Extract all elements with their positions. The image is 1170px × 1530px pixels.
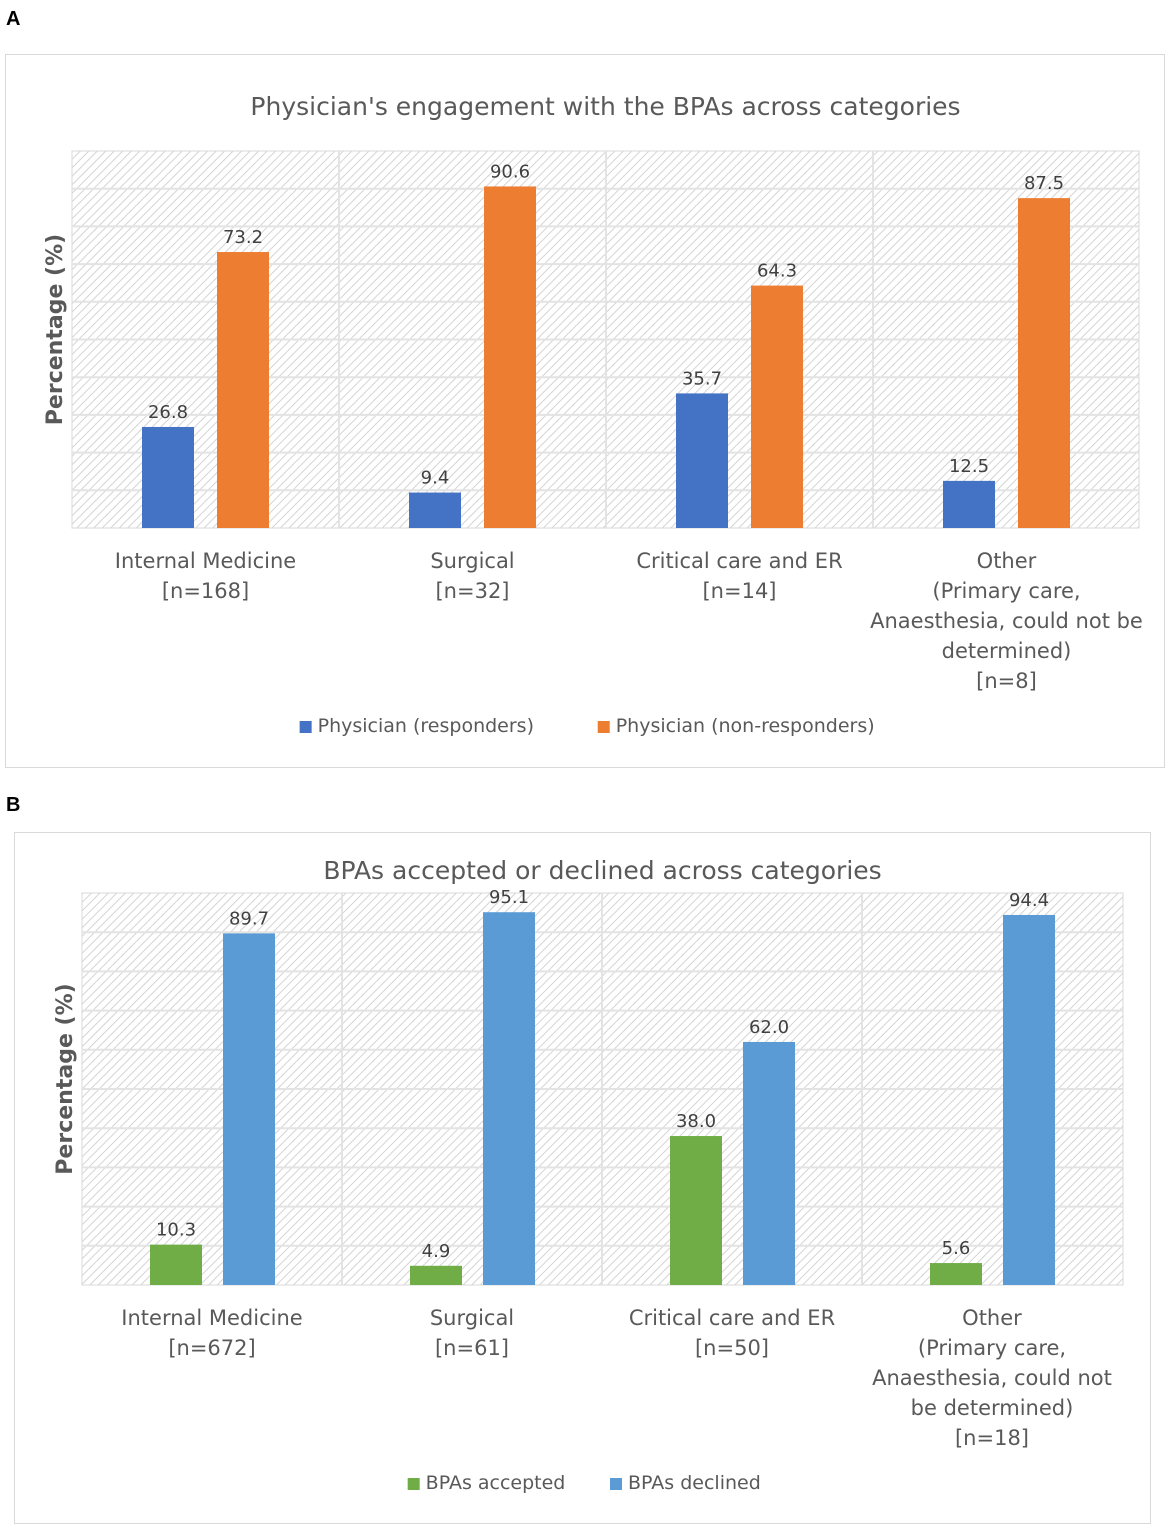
- data-label: 73.2: [223, 227, 263, 248]
- category-tick-label: Surgical: [430, 549, 514, 573]
- legend-label: BPAs accepted: [426, 1472, 566, 1494]
- chart-title: Physician's engagement with the BPAs acr…: [250, 92, 960, 121]
- data-label: 10.3: [156, 1220, 196, 1241]
- legend-swatch: [597, 721, 610, 733]
- data-label: 38.0: [676, 1111, 716, 1132]
- legend-label: Physician (non-responders): [616, 715, 875, 737]
- category-tick-label: [n=672]: [168, 1336, 255, 1360]
- category-tick-label: [n=61]: [435, 1336, 509, 1360]
- category-tick-label: Anaesthesia, could not be: [870, 609, 1143, 633]
- bar-bpas-declined-1: [483, 912, 535, 1285]
- category-tick-label: [n=18]: [955, 1426, 1029, 1450]
- bar-physician-responders--1: [409, 492, 461, 528]
- y-axis-label: Percentage (%): [43, 234, 68, 425]
- legend-swatch: [299, 721, 312, 733]
- data-label: 35.7: [682, 368, 722, 389]
- bar-bpas-accepted-0: [150, 1244, 202, 1285]
- data-label: 94.4: [1009, 890, 1049, 911]
- bar-physician-non-responders--3: [1018, 198, 1070, 528]
- category-tick-label: Critical care and ER: [629, 1306, 835, 1330]
- bar-bpas-accepted-2: [670, 1136, 722, 1285]
- chart-b: BPAs accepted or declined across categor…: [53, 856, 1124, 1494]
- category-tick-label: determined): [942, 639, 1072, 663]
- data-label: 12.5: [949, 456, 989, 477]
- chart-title: BPAs accepted or declined across categor…: [323, 856, 881, 885]
- category-tick-label: Internal Medicine: [115, 549, 296, 573]
- category-tick-label: Surgical: [430, 1306, 514, 1330]
- data-label: 4.9: [422, 1241, 451, 1262]
- legend-swatch: [407, 1478, 420, 1490]
- category-tick-label: Critical care and ER: [636, 549, 842, 573]
- panel-label-b: B: [6, 794, 21, 816]
- bar-physician-responders--2: [676, 393, 728, 528]
- bar-bpas-declined-3: [1003, 914, 1055, 1285]
- legend-swatch: [610, 1478, 622, 1490]
- data-label: 95.1: [489, 887, 529, 908]
- category-tick-label: (Primary care,: [918, 1336, 1066, 1360]
- bar-physician-responders--0: [142, 426, 194, 528]
- data-label: 90.6: [490, 161, 530, 182]
- category-tick-label: (Primary care,: [932, 579, 1080, 603]
- category-tick-label: [n=8]: [976, 669, 1037, 693]
- category-tick-label: Anaesthesia, could not: [872, 1366, 1112, 1390]
- bar-bpas-accepted-3: [930, 1263, 982, 1285]
- category-tick-label: [n=50]: [695, 1336, 769, 1360]
- data-label: 26.8: [148, 402, 188, 423]
- category-tick-label: Other: [977, 549, 1037, 573]
- bar-bpas-accepted-1: [410, 1265, 462, 1285]
- legend: Physician (responders) Physician (non-res…: [299, 715, 875, 737]
- bar-physician-non-responders--0: [217, 252, 269, 528]
- bar-physician-responders--3: [943, 480, 995, 528]
- data-label: 5.6: [942, 1238, 971, 1259]
- category-tick-label: Other: [962, 1306, 1022, 1330]
- bar-bpas-declined-0: [223, 933, 275, 1285]
- panel-label-a: A: [6, 8, 21, 30]
- data-label: 64.3: [757, 261, 797, 282]
- chart-a: Physician's engagement with the BPAs acr…: [43, 92, 1143, 737]
- data-label: 87.5: [1024, 173, 1064, 194]
- chart-panel-b: BPAs accepted or declined across categor…: [14, 832, 1151, 1524]
- chart-panel-a: Physician's engagement with the BPAs acr…: [5, 54, 1165, 768]
- category-tick-label: [n=32]: [435, 579, 509, 603]
- category-tick-label: [n=168]: [162, 579, 249, 603]
- data-label: 62.0: [749, 1017, 789, 1038]
- bar-physician-non-responders--2: [751, 285, 803, 528]
- data-label: 9.4: [421, 468, 450, 489]
- category-tick-label: Internal Medicine: [121, 1306, 302, 1330]
- legend-label: Physician (responders): [318, 715, 534, 737]
- category-tick-label: [n=14]: [702, 579, 776, 603]
- legend: BPAs accepted BPAs declined: [407, 1472, 761, 1494]
- data-label: 89.7: [229, 908, 269, 929]
- y-axis-label: Percentage (%): [53, 983, 78, 1174]
- bar-physician-non-responders--1: [484, 186, 536, 529]
- category-tick-label: be determined): [911, 1396, 1074, 1420]
- bar-bpas-declined-2: [743, 1041, 795, 1285]
- legend-label: BPAs declined: [628, 1472, 761, 1494]
